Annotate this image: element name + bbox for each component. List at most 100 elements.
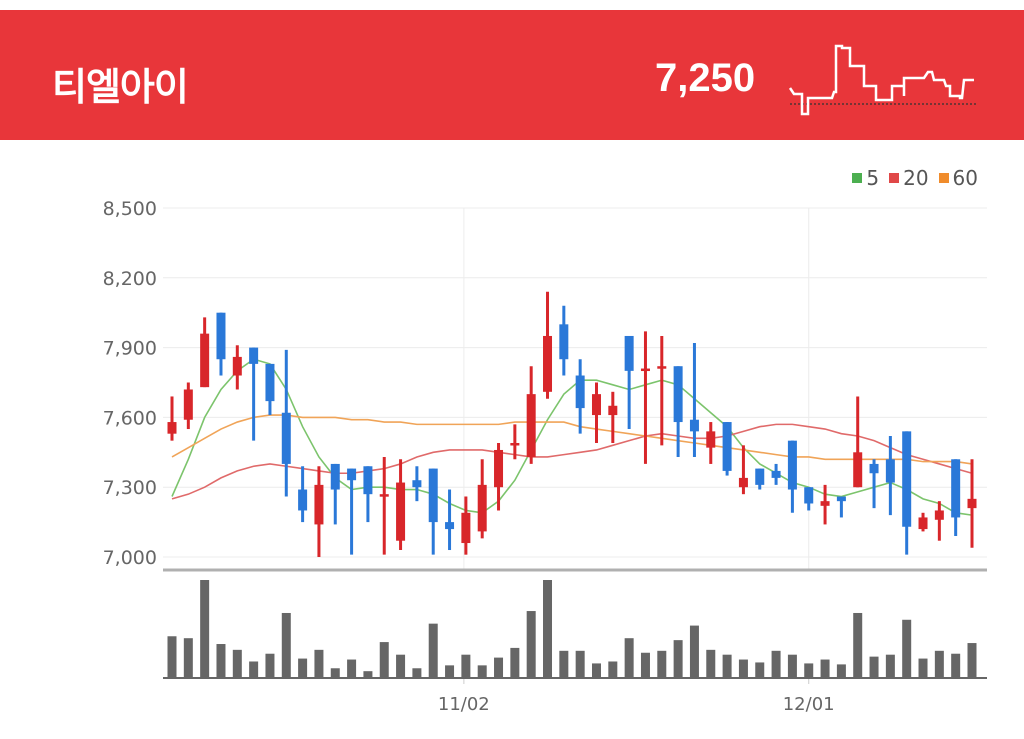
- candle: [314, 484, 324, 525]
- volume-bar: [445, 665, 455, 677]
- volume-bar: [853, 612, 863, 677]
- volume-bar: [608, 661, 618, 677]
- candle: [967, 498, 977, 509]
- volume-bar: [706, 649, 716, 677]
- ma60-line: [171, 414, 973, 465]
- candle: [771, 470, 781, 478]
- candle: [902, 431, 912, 527]
- y-axis-labels: 8,500 8,200 7,900 7,600 7,300 7,000: [103, 198, 157, 569]
- stock-header: 티엘아이 7,250: [0, 10, 1024, 140]
- candle: [298, 489, 308, 511]
- volume-bar: [820, 659, 830, 677]
- x-tick-label: 11/02: [438, 694, 490, 715]
- volume-bar: [787, 654, 797, 677]
- ma5-swatch-icon: [852, 173, 863, 183]
- candle: [559, 324, 569, 360]
- candle: [738, 477, 748, 488]
- volume-bar: [689, 625, 699, 677]
- volume-bar: [559, 650, 569, 677]
- volume-bar: [836, 664, 846, 677]
- moving-average-legend: 5 20 60: [852, 166, 978, 190]
- candle: [624, 335, 634, 371]
- volume-bar: [265, 653, 275, 677]
- volume-bar: [902, 619, 912, 677]
- current-price: 7,250: [655, 56, 756, 100]
- price-candles: [167, 291, 977, 557]
- candle: [543, 335, 553, 392]
- volume-bar: [673, 640, 683, 677]
- candle: [608, 405, 618, 416]
- volume-bar: [461, 654, 471, 677]
- volume-bar: [216, 644, 226, 677]
- y-tick-label: 7,600: [103, 407, 157, 429]
- candle: [347, 468, 357, 481]
- x-tick-label: 12/01: [783, 694, 835, 715]
- volume-bar: [591, 663, 601, 677]
- candle: [494, 449, 504, 488]
- volume-bar: [624, 638, 634, 677]
- volume-bar: [575, 650, 585, 677]
- volume-bar: [330, 668, 340, 677]
- candle: [575, 375, 585, 409]
- legend-item-ma5[interactable]: 5: [852, 166, 879, 190]
- volume-bar: [396, 654, 406, 677]
- candle: [918, 517, 928, 530]
- y-tick-label: 7,000: [103, 547, 157, 569]
- y-tick-label: 7,900: [103, 338, 157, 360]
- candle: [853, 452, 863, 488]
- candle: [183, 389, 193, 420]
- candle: [591, 394, 601, 416]
- volume-bar: [249, 661, 259, 677]
- volume-bar: [526, 611, 536, 677]
- candle: [689, 419, 699, 432]
- volume-bar: [379, 642, 389, 677]
- moving-average-lines: [171, 358, 973, 516]
- volume-bar: [657, 650, 667, 677]
- candle: [477, 484, 487, 532]
- legend-item-ma60[interactable]: 60: [938, 166, 978, 190]
- y-tick-label: 8,500: [103, 198, 157, 220]
- ma5-line: [171, 358, 973, 516]
- volume-bar: [738, 659, 748, 677]
- volume-bar: [428, 623, 438, 677]
- candle: [445, 522, 455, 530]
- volume-bar: [363, 671, 373, 677]
- volume-bar: [543, 580, 553, 677]
- candle: [869, 463, 879, 474]
- candle: [657, 366, 667, 369]
- legend-item-ma20[interactable]: 20: [889, 166, 929, 190]
- candle: [755, 468, 765, 485]
- candle: [216, 312, 226, 360]
- candle: [265, 363, 275, 402]
- volume-bar: [494, 657, 504, 677]
- chart-grid: [163, 207, 987, 684]
- y-tick-label: 8,200: [103, 268, 157, 290]
- volume-bar: [477, 665, 487, 677]
- candle: [428, 468, 438, 523]
- candle: [510, 442, 520, 446]
- candle: [673, 366, 683, 423]
- volume-bar: [951, 653, 961, 677]
- candle: [396, 482, 406, 541]
- volume-bar: [967, 643, 977, 677]
- candle: [706, 431, 716, 448]
- candle: [640, 368, 650, 372]
- candle: [363, 466, 373, 495]
- candle: [330, 463, 340, 490]
- volume-bar: [771, 650, 781, 677]
- candle: [281, 412, 291, 464]
- y-tick-label: 7,300: [103, 477, 157, 499]
- volume-bar: [934, 650, 944, 677]
- candle: [951, 459, 961, 518]
- volume-bar: [183, 638, 193, 677]
- volume-bars: [163, 580, 987, 679]
- candle: [249, 347, 259, 364]
- ma20-line: [171, 423, 973, 500]
- ma20-swatch-icon: [889, 173, 900, 183]
- candle: [820, 501, 830, 506]
- volume-bar: [298, 658, 308, 677]
- candle: [934, 510, 944, 520]
- volume-bar: [412, 668, 422, 677]
- volume-bar: [314, 649, 324, 677]
